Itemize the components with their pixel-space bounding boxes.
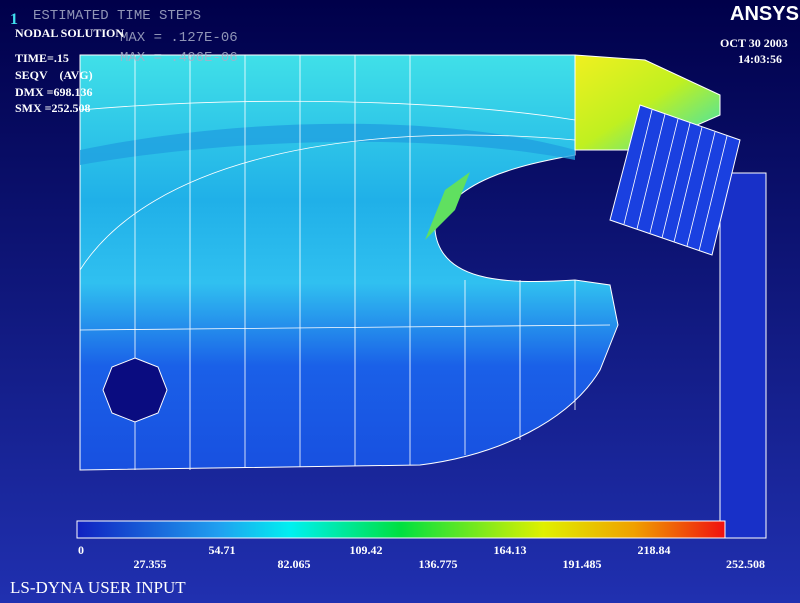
info-line: TIME=.15: [15, 51, 69, 65]
legend-label: 0: [78, 543, 84, 557]
footer: LS-DYNA USER INPUT: [10, 578, 186, 597]
rigid-wall: [719, 172, 767, 539]
overlay-title: ESTIMATED TIME STEPS: [33, 8, 201, 24]
legend-label: 82.065: [278, 557, 311, 571]
legend-label: 136.775: [419, 557, 458, 571]
legend-label: 27.355: [134, 557, 167, 571]
legend-labels: 0 27.355 54.71 82.065 109.42 136.775 164.13 191…: [78, 543, 765, 571]
contour-band: [80, 123, 575, 165]
info-line: DMX =698.136: [15, 85, 93, 99]
color-scale: [76, 520, 726, 539]
time: 14:03:56: [738, 52, 782, 66]
part-body: [79, 54, 619, 471]
date: OCT 30 2003: [720, 36, 788, 50]
legend-label: 252.508: [726, 557, 765, 571]
overlay-min: MAX = .406E-06: [120, 50, 238, 66]
hole: [102, 357, 168, 423]
impactor-lines: [623, 109, 728, 252]
legend-label: 191.485: [563, 557, 602, 571]
logo: ANSYS: [730, 3, 799, 25]
overlay-max: MAX = .127E-06: [120, 30, 238, 46]
info-line: SMX =252.508: [15, 101, 91, 115]
legend-label: 109.42: [350, 543, 383, 557]
legend-label: 54.71: [209, 543, 236, 557]
mesh-lines: [79, 55, 611, 470]
window-number: 1: [10, 11, 18, 28]
contour-hotspot: [425, 172, 470, 240]
legend-label: 164.13: [494, 543, 527, 557]
info-title: NODAL SOLUTION: [15, 26, 124, 40]
legend-label: 218.84: [638, 543, 671, 557]
info-line: SEQV (AVG): [15, 68, 93, 82]
